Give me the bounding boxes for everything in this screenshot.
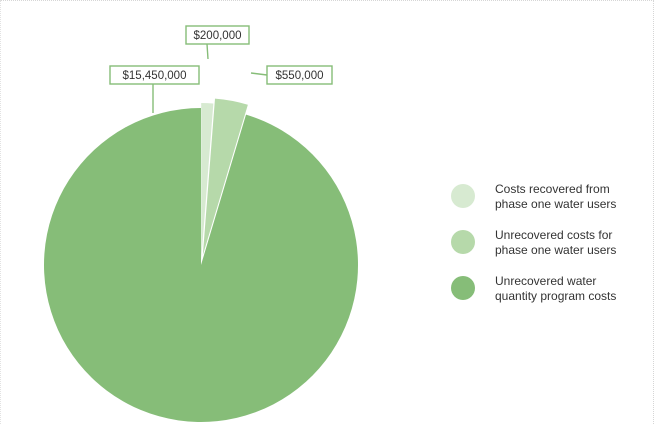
legend-label-line2: phase one water users [495, 243, 616, 257]
legend-label-line2: quantity program costs [495, 289, 616, 303]
legend-label-line2: phase one water users [495, 197, 616, 211]
value-label-box [266, 65, 333, 85]
legend-label-line1: Unrecovered costs for [495, 228, 612, 242]
legend-swatch [451, 276, 475, 300]
value-label-text: $550,000 [276, 70, 324, 82]
pie-slice-costs-recovered-from-phase-one-water-users [201, 103, 214, 261]
value-label-text: $15,450,000 [123, 70, 187, 82]
value-label-costs-recovered-from-phase-one-water-users: $200,000 [185, 25, 250, 60]
leader-line [206, 43, 209, 60]
pie-value-labels: $200,000 $550,000 $15,450,000 [109, 25, 333, 113]
value-label-box [185, 25, 250, 45]
value-label-unrecovered-costs-for-phase-one-water-users: $550,000 [250, 65, 333, 85]
pie-slice-unrecovered-water-quantity-program-costs [44, 108, 359, 422]
legend-label-line1: Unrecovered water [495, 274, 596, 288]
value-label-unrecovered-water-quantity-program-costs: $15,450,000 [109, 65, 200, 113]
value-label-box [109, 65, 200, 85]
value-label-text: $200,000 [194, 30, 242, 42]
leader-line [250, 72, 268, 76]
legend-swatch [451, 230, 475, 254]
legend-swatch [451, 184, 475, 208]
pie-slices [44, 98, 359, 422]
pie-slice-unrecovered-costs-for-phase-one-water-users [202, 98, 248, 256]
legend-label-line1: Costs recovered from [495, 182, 610, 196]
